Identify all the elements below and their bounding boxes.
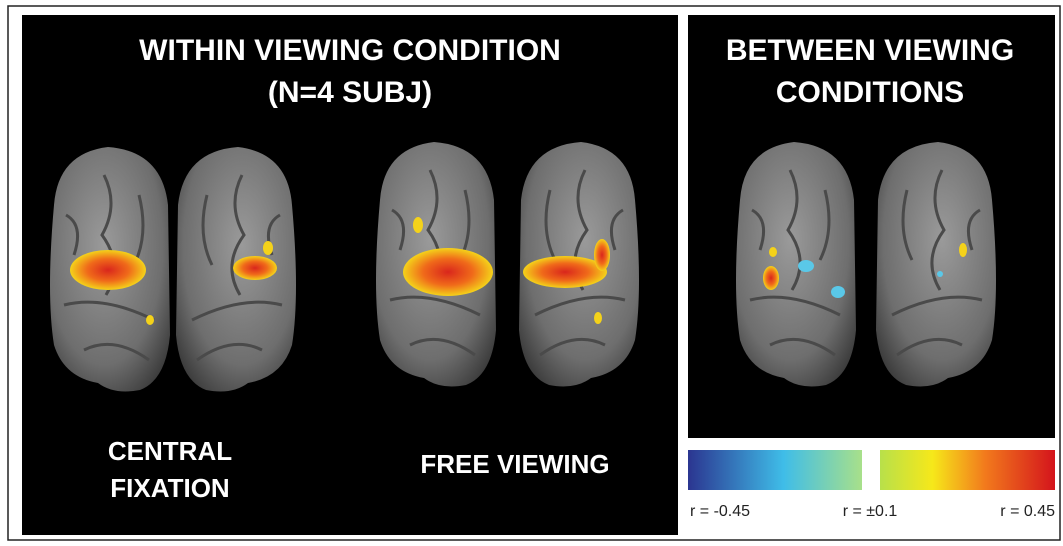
panel-title: WITHIN VIEWING CONDITION [139, 34, 561, 67]
brain-hemisphere [734, 140, 858, 388]
colorbar-label: r = 0.45 [1000, 503, 1055, 520]
activation [763, 266, 779, 290]
activation [146, 315, 154, 325]
colorbar-label: r = ±0.1 [843, 503, 898, 520]
activation [523, 256, 607, 288]
condition-label: FREE VIEWING [420, 449, 609, 479]
activation [937, 271, 943, 277]
brain-hemisphere [874, 140, 998, 388]
activation [798, 260, 814, 272]
activation [769, 247, 777, 257]
colorbar-label: r = -0.45 [690, 503, 750, 520]
activation [831, 286, 845, 298]
condition-label: FIXATION [110, 473, 229, 503]
condition-label: CENTRAL [108, 436, 232, 466]
colorbar-negative [688, 450, 862, 490]
panel-title: CONDITIONS [776, 76, 964, 109]
activation [263, 241, 273, 255]
activation [594, 312, 602, 324]
activation [233, 256, 277, 280]
activation [70, 250, 146, 290]
activation [594, 239, 610, 271]
activation [959, 243, 967, 257]
activation [403, 248, 493, 296]
colorbar-positive [880, 450, 1055, 490]
activation [413, 217, 423, 233]
panel-title: BETWEEN VIEWING [726, 34, 1014, 67]
panel-title: (N=4 SUBJ) [268, 76, 432, 109]
